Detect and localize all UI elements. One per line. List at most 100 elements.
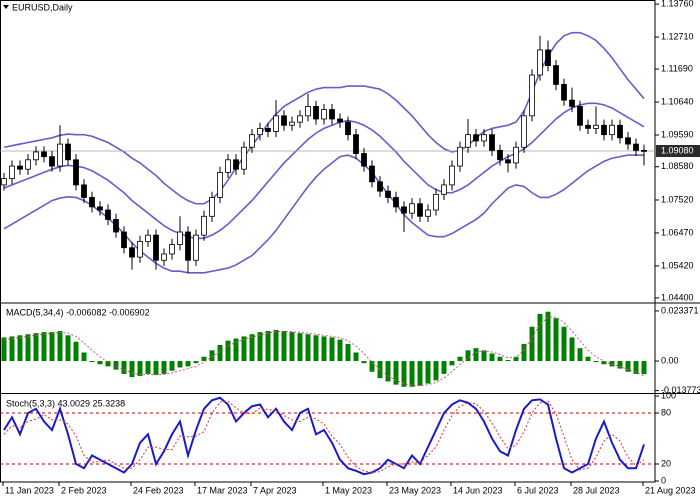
macd-bar <box>385 361 391 382</box>
macd-bar <box>425 361 431 384</box>
macd-bar <box>129 361 135 378</box>
candle-body <box>1 178 7 186</box>
macd-bar <box>353 352 359 362</box>
macd-bar <box>257 332 263 362</box>
y-tick-label: 20 <box>661 458 671 468</box>
candle-body <box>353 134 359 154</box>
y-tick-label: 80 <box>661 407 671 417</box>
candle-body <box>529 74 535 117</box>
candle-body <box>473 134 479 142</box>
candle-body <box>297 115 303 123</box>
x-tick-label: 23 May 2023 <box>389 485 441 495</box>
macd-bar <box>9 336 15 362</box>
candle-body <box>601 124 607 136</box>
macd-bar <box>529 326 535 362</box>
macd-bar <box>89 361 95 363</box>
candle-body <box>185 231 191 261</box>
macd-bar <box>113 361 119 370</box>
macd-bar <box>1 337 7 362</box>
macd-bar <box>497 356 503 362</box>
macd-bar <box>641 361 647 375</box>
macd-bar <box>521 343 527 362</box>
y-tick-label: 1.13760 <box>661 0 694 8</box>
candle-body <box>9 165 15 180</box>
x-tick-label: 1 May 2023 <box>325 485 372 495</box>
candle-body <box>177 231 183 245</box>
macd-bar <box>297 333 303 362</box>
current-price-label: 1.09080 <box>661 145 694 155</box>
candle-body <box>449 165 455 186</box>
candle-body <box>641 149 647 152</box>
candle-body <box>577 106 583 126</box>
macd-bar <box>97 361 103 365</box>
candle-body <box>169 244 175 255</box>
macd-bar <box>241 336 247 362</box>
x-tick-label: 24 Feb 2023 <box>133 485 184 495</box>
y-tick-label: 0.00 <box>661 355 679 365</box>
macd-bar <box>489 353 495 362</box>
macd-bar <box>593 361 599 363</box>
candle-body <box>569 99 575 107</box>
candle-body <box>281 115 287 126</box>
macd-bar <box>633 361 639 374</box>
candle-body <box>129 247 135 258</box>
macd-bar <box>561 326 567 362</box>
macd-bar <box>233 338 239 362</box>
macd-bar <box>57 331 63 362</box>
macd-bar <box>433 361 439 381</box>
candle-body <box>201 215 207 236</box>
macd-bar <box>321 336 327 362</box>
candle-body <box>105 209 111 220</box>
candle-body <box>537 49 543 76</box>
macd-bar <box>601 361 607 365</box>
candle-body <box>249 134 255 148</box>
x-tick-label: 28 Jul 2023 <box>573 485 620 495</box>
candle-body <box>289 121 295 126</box>
y-tick-label: 1.04400 <box>661 292 694 302</box>
candle-body <box>625 137 631 145</box>
macd-bar <box>209 350 215 362</box>
macd-bar <box>513 356 519 362</box>
macd-bar <box>249 334 255 362</box>
macd-bar <box>201 356 207 362</box>
macd-bar <box>545 311 551 362</box>
macd-bar <box>313 335 319 362</box>
macd-bar <box>33 333 39 362</box>
candle-body <box>553 65 559 85</box>
x-tick-label: 7 Apr 2023 <box>253 485 297 495</box>
candle-body <box>113 219 119 233</box>
candle-body <box>65 143 71 161</box>
y-tick-label: 100 <box>661 390 676 400</box>
candle-body <box>489 134 495 151</box>
candle-body <box>521 115 527 148</box>
macd-bar <box>417 361 423 386</box>
macd-bar <box>153 361 159 375</box>
candle-body <box>161 253 167 261</box>
y-tick-label: 0 <box>661 475 666 485</box>
candle-body <box>497 149 503 161</box>
candle-body <box>409 203 415 214</box>
candle-body <box>321 109 327 120</box>
y-tick-label: 1.11690 <box>661 63 693 73</box>
macd-bar <box>377 361 383 379</box>
macd-bar <box>41 332 47 362</box>
candle-body <box>481 134 487 142</box>
macd-title: MACD(5,34,4) -0.006082 -0.006902 <box>6 307 150 317</box>
candle-body <box>377 181 383 192</box>
candle-body <box>57 143 63 167</box>
candle-body <box>97 206 103 211</box>
x-tick-label: 17 Mar 2023 <box>197 485 248 495</box>
candle-body <box>193 234 199 261</box>
candle-body <box>329 109 335 120</box>
macd-bar <box>393 361 399 385</box>
candle-body <box>313 106 319 120</box>
macd-bar <box>361 361 367 364</box>
candle-body <box>433 193 439 211</box>
macd-bar <box>337 339 343 362</box>
candle-body <box>73 159 79 186</box>
candle-body <box>265 127 271 132</box>
macd-bar <box>105 361 111 367</box>
macd-bar <box>185 361 191 367</box>
macd-bar <box>409 361 415 387</box>
macd-bar <box>505 359 511 362</box>
